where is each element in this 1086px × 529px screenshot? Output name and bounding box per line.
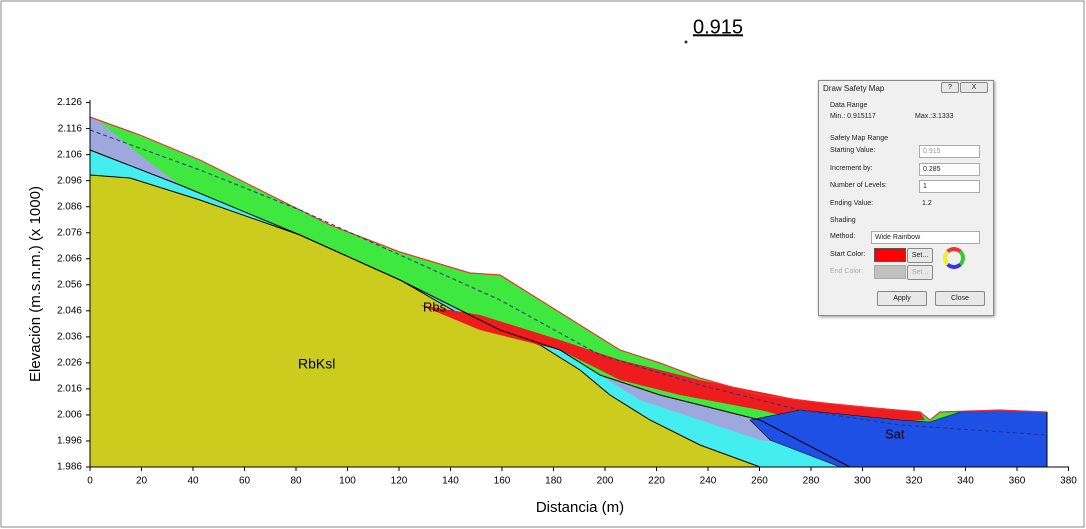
x-tick-label: 380 [1060, 476, 1077, 487]
y-tick-label: 2.056 [57, 279, 82, 290]
start-swatch[interactable] [874, 248, 906, 262]
x-tick-label: 120 [391, 476, 408, 487]
x-tick-label: 100 [339, 476, 356, 487]
increment-input[interactable]: 0.285 [919, 163, 980, 176]
section-heading: Shading [830, 217, 856, 224]
x-tick-label: 280 [803, 476, 820, 487]
levels-input[interactable]: 1 [919, 180, 980, 193]
material-label: Sat [885, 426, 905, 441]
x-tick-label: 340 [957, 476, 974, 487]
x-tick-label: 360 [1009, 476, 1026, 487]
method-select[interactable]: Wide Rainbow [871, 231, 980, 244]
dialog-title: Draw Safety Map [823, 84, 884, 93]
field-label: Start Color: [830, 251, 865, 258]
x-tick-label: 320 [906, 476, 923, 487]
x-tick-label: 180 [545, 476, 562, 487]
x-tick-label: 140 [442, 476, 459, 487]
y-axis-label: Elevación (m.s.n.m.) (x 1000) [27, 186, 44, 382]
ending-value: 1.2 [922, 200, 932, 207]
field-label: Ending Value: [830, 200, 873, 207]
y-tick-label: 2.116 [58, 123, 83, 134]
y-tick-label: 2.006 [57, 410, 82, 421]
x-tick-label: 20 [136, 476, 148, 487]
safety-factor: 0.915 [693, 16, 743, 38]
color-wheel[interactable] [943, 247, 965, 269]
y-tick-label: 2.066 [57, 253, 82, 264]
y-tick-label: 1.986 [57, 462, 82, 473]
y-tick-label: 2.036 [57, 331, 82, 342]
x-tick-label: 160 [494, 476, 511, 487]
close-dialog-button[interactable]: Close [935, 291, 985, 306]
set-button[interactable]: Set... [907, 248, 933, 263]
x-tick-label: 240 [700, 476, 717, 487]
x-tick-label: 40 [187, 476, 199, 487]
field-label: End Color: [830, 268, 863, 275]
close-button[interactable]: X [960, 82, 988, 93]
x-tick-label: 60 [239, 476, 251, 487]
x-tick-label: 80 [290, 476, 302, 487]
help-button[interactable]: ? [941, 82, 959, 93]
end-swatch [874, 265, 906, 279]
starting-input[interactable]: 0.915 [919, 145, 980, 158]
y-tick-label: 2.086 [57, 201, 82, 212]
field-label: Number of Levels: [830, 182, 887, 189]
y-tick-label: 2.126 [57, 97, 82, 108]
section-heading: Data Range [830, 102, 867, 109]
x-tick-label: 0 [87, 476, 93, 487]
field-label: Method: [830, 233, 855, 240]
dialog: Draw Safety Map ? X Data Range Min.: 0.9… [818, 80, 994, 316]
y-tick-label: 2.076 [57, 227, 82, 238]
x-tick-label: 300 [854, 476, 871, 487]
y-tick-label: 2.016 [57, 384, 82, 395]
min-value: Min.: 0.915117 [830, 113, 876, 120]
y-tick-label: 2.106 [57, 149, 82, 160]
y-tick-label: 2.096 [57, 175, 82, 186]
section-heading: Safety Map Range [830, 135, 888, 142]
y-tick-label: 1.996 [57, 436, 82, 447]
y-tick-label: 2.046 [57, 305, 82, 316]
x-tick-label: 200 [597, 476, 614, 487]
apply-button[interactable]: Apply [877, 291, 927, 306]
field-label: Starting Value: [830, 147, 875, 154]
y-tick-label: 2.026 [57, 358, 82, 369]
material-label: RbKsl [298, 356, 335, 372]
x-tick-label: 220 [648, 476, 665, 487]
center-point [685, 41, 688, 44]
material-label: Rbs [423, 299, 447, 314]
x-tick-label: 260 [751, 476, 768, 487]
field-label: Increment by: [830, 165, 872, 172]
set-button: Set... [907, 265, 933, 280]
x-axis-label: Distancia (m) [536, 499, 624, 516]
screen: 0.915 Distancia (m) Elevación (m.s.n.m.)… [0, 0, 1086, 529]
max-value: Max.:3.1333 [915, 113, 954, 120]
